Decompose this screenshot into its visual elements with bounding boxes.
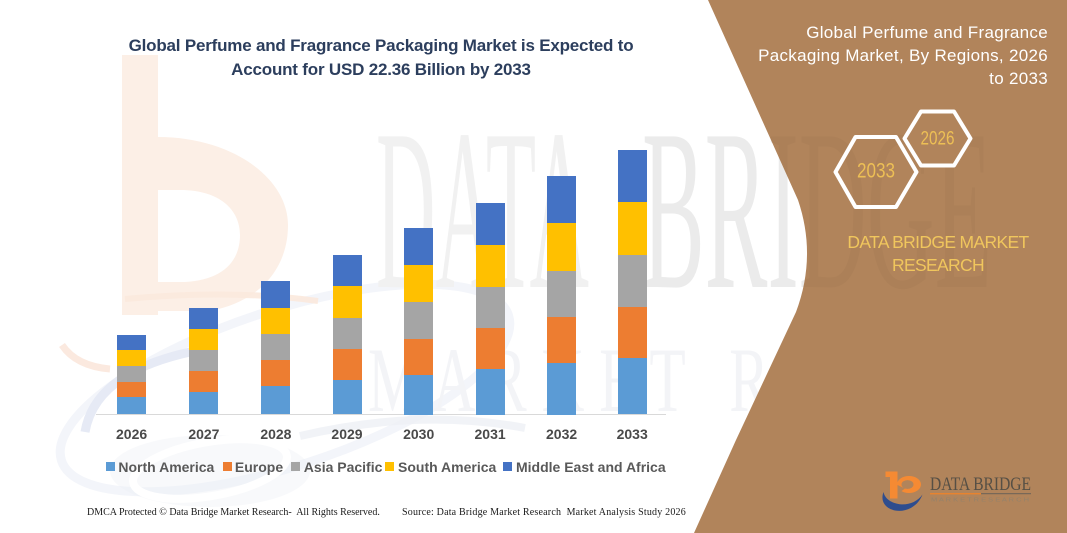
svg-text:2033: 2033 [857, 160, 895, 183]
svg-text:DATA BRIDGE: DATA BRIDGE [930, 474, 1031, 495]
svg-text:2026: 2026 [921, 129, 955, 150]
svg-text:M A R K E T R E S E A R C H: M A R K E T R E S E A R C H [931, 498, 1029, 504]
